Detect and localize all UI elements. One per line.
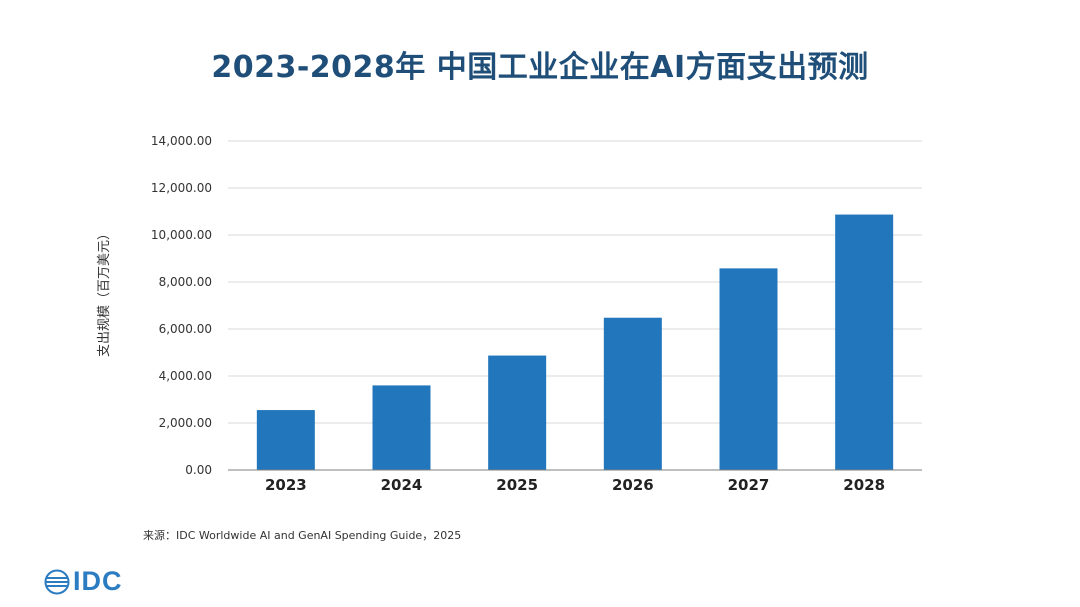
logo-text: IDC [73, 566, 123, 596]
y-axis-label: 支出规模（百万美元） [97, 227, 112, 357]
bar-2025 [488, 355, 547, 470]
x-tick-label: 2024 [381, 476, 423, 494]
y-tick-label: 4,000.00 [159, 369, 212, 383]
x-tick-label: 2025 [496, 476, 538, 494]
x-tick-label: 2026 [612, 476, 654, 494]
y-tick-label: 10,000.00 [151, 228, 212, 242]
bar-2028 [835, 214, 894, 470]
y-tick-label: 12,000.00 [151, 181, 212, 195]
y-tick-label: 6,000.00 [159, 322, 212, 336]
bar-2024 [372, 385, 431, 470]
y-tick-label: 14,000.00 [151, 134, 212, 148]
gridlines [228, 140, 922, 424]
bar-2027 [719, 268, 778, 470]
bars [256, 214, 894, 470]
bar-2026 [603, 317, 662, 470]
bar-2023 [256, 410, 315, 470]
x-tick-label: 2023 [265, 476, 307, 494]
y-tick-label: 0.00 [185, 463, 212, 477]
source-note: 来源：IDC Worldwide AI and GenAI Spending G… [143, 529, 462, 542]
idc-logo: IDC [44, 568, 123, 595]
x-axis-ticks: 2023 2024 2025 2026 2027 2028 [265, 476, 885, 494]
x-tick-label: 2028 [843, 476, 885, 494]
y-axis-ticks: 0.00 2,000.00 4,000.00 6,000.00 8,000.00 10,0… [151, 134, 212, 477]
x-tick-label: 2027 [728, 476, 770, 494]
y-tick-label: 8,000.00 [159, 275, 212, 289]
chart-title: 2023-2028年 中国工业企业在AI方面支出预测 [211, 50, 869, 85]
y-tick-label: 2,000.00 [159, 416, 212, 430]
globe-icon [44, 569, 70, 594]
